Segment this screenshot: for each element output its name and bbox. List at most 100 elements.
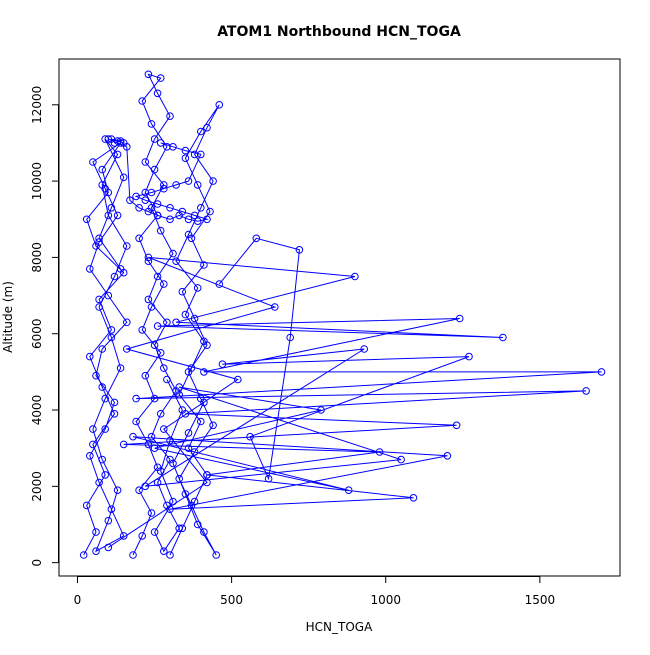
- data-point: [110, 410, 119, 418]
- data-point: [178, 207, 187, 216]
- data-point: [89, 158, 97, 166]
- data-point: [166, 112, 174, 120]
- data-point: [271, 303, 279, 311]
- data-point: [138, 326, 146, 334]
- data-point: [203, 215, 211, 224]
- data-point: [178, 287, 187, 296]
- series-line: [108, 138, 209, 222]
- data-point: [141, 196, 150, 204]
- x-tick-label: 1500: [525, 593, 556, 607]
- data-point: [397, 455, 405, 464]
- data-point: [89, 425, 97, 433]
- data-point: [150, 135, 159, 143]
- data-point: [206, 207, 214, 216]
- data-point: [203, 471, 211, 479]
- data-point: [147, 120, 156, 128]
- data-series: [79, 135, 131, 559]
- data-point: [184, 177, 193, 185]
- data-point: [113, 137, 122, 145]
- data-series: [166, 101, 224, 559]
- data-point: [187, 234, 196, 243]
- data-point: [107, 333, 116, 342]
- data-point: [144, 70, 153, 79]
- data-point: [79, 551, 88, 559]
- data-point: [184, 215, 193, 224]
- data-point: [144, 440, 153, 449]
- data-point: [135, 234, 143, 243]
- data-point: [126, 196, 134, 204]
- data-point: [153, 89, 162, 98]
- data-point: [455, 314, 464, 323]
- data-point: [95, 238, 103, 246]
- data-point: [104, 516, 113, 525]
- data-point: [160, 547, 168, 556]
- data-point: [166, 551, 174, 559]
- data-point: [129, 432, 137, 441]
- data-point: [166, 505, 174, 514]
- data-point: [197, 417, 205, 426]
- data-point: [132, 394, 140, 403]
- data-point: [107, 326, 116, 334]
- data-point: [156, 349, 165, 357]
- data-point: [119, 532, 128, 540]
- data-point: [150, 444, 159, 453]
- data-point: [160, 280, 168, 288]
- data-point: [110, 272, 119, 281]
- data-point: [113, 211, 122, 220]
- data-point: [86, 265, 94, 273]
- data-point: [98, 181, 106, 189]
- data-point: [116, 265, 125, 273]
- data-point: [141, 158, 150, 166]
- data-point: [129, 551, 137, 559]
- chart-title: ATOM1 Northbound HCN_TOGA: [217, 24, 461, 40]
- data-point: [178, 524, 187, 533]
- data-point: [141, 482, 150, 491]
- data-point: [184, 444, 193, 453]
- data-point: [95, 295, 103, 304]
- data-point: [203, 123, 211, 132]
- data-point: [184, 429, 193, 437]
- series-line: [108, 237, 602, 548]
- data-point: [107, 505, 116, 514]
- data-point: [163, 375, 171, 384]
- data-point: [107, 204, 116, 212]
- data-point: [156, 139, 165, 147]
- data-point: [203, 478, 211, 487]
- data-point: [200, 528, 208, 536]
- data-point: [113, 486, 122, 495]
- data-point: [98, 455, 106, 464]
- data-point: [153, 200, 162, 208]
- data-point: [123, 242, 131, 250]
- data-point: [82, 501, 91, 510]
- data-series: [129, 70, 187, 559]
- data-point: [360, 345, 369, 353]
- data-point: [135, 486, 143, 495]
- data-point: [582, 387, 590, 395]
- data-point: [286, 333, 295, 342]
- data-point: [92, 528, 100, 536]
- data-point: [200, 261, 208, 269]
- data-point: [181, 154, 190, 162]
- data-point: [119, 173, 128, 182]
- x-tick-label: 500: [220, 593, 243, 607]
- data-point: [166, 215, 174, 224]
- data-point: [153, 272, 162, 281]
- y-tick-label: 10000: [30, 162, 44, 200]
- data-point: [138, 532, 146, 540]
- data-point: [147, 509, 156, 517]
- data-point: [351, 272, 359, 281]
- data-point: [156, 467, 165, 475]
- data-point: [264, 474, 273, 483]
- data-point: [172, 318, 180, 327]
- data-point: [166, 204, 174, 212]
- data-point: [135, 204, 143, 212]
- data-point: [98, 345, 106, 353]
- data-point: [181, 146, 190, 155]
- data-point: [144, 295, 153, 304]
- data-point: [147, 432, 156, 441]
- data-point: [197, 150, 205, 159]
- series-line: [132, 73, 183, 556]
- data-point: [234, 375, 242, 384]
- data-point: [193, 284, 202, 292]
- data-point: [212, 551, 220, 559]
